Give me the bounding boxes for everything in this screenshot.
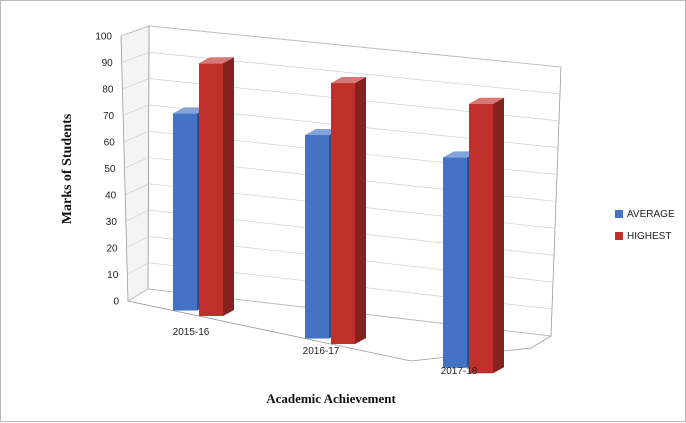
bar-side-highest-2015-16 xyxy=(223,57,234,316)
y-tick-label: 60 xyxy=(104,138,116,149)
y-tick-label: 50 xyxy=(104,164,116,175)
x-tick-label: 2017-18 xyxy=(441,366,478,377)
legend-swatch-average xyxy=(615,210,623,218)
x-axis-title: Academic Achievement xyxy=(266,391,396,406)
bar-highest-2016-17 xyxy=(331,83,355,344)
x-tick-label: 2016-17 xyxy=(303,346,340,357)
legend-item-highest: HIGHEST xyxy=(615,225,675,247)
y-axis-title: Marks of Students xyxy=(60,113,75,224)
x-tick-label: 2015-16 xyxy=(173,327,210,338)
y-tick-label: 80 xyxy=(102,85,114,96)
legend: AVERAGE HIGHEST xyxy=(615,203,675,247)
y-tick-label: 10 xyxy=(107,270,119,281)
bar-side-highest-2017-18 xyxy=(493,98,504,374)
bar-highest-2017-18 xyxy=(469,104,493,374)
y-tick-label: 70 xyxy=(103,111,115,122)
bar-average-2015-16 xyxy=(173,113,197,310)
bar-average-2017-18 xyxy=(443,157,467,367)
y-tick-label: 0 xyxy=(113,297,119,308)
y-tick-label: 100 xyxy=(95,32,112,43)
y-tick-label: 30 xyxy=(106,217,118,228)
y-tick-label: 40 xyxy=(105,191,117,202)
legend-label-average: AVERAGE xyxy=(627,209,675,220)
legend-swatch-highest xyxy=(615,232,623,240)
legend-item-average: AVERAGE xyxy=(615,203,675,225)
legend-label-highest: HIGHEST xyxy=(627,231,671,242)
y-tick-label: 90 xyxy=(102,58,114,69)
bar-side-highest-2016-17 xyxy=(355,77,366,344)
y-tick-label: 20 xyxy=(106,244,118,255)
bar-average-2016-17 xyxy=(305,135,329,339)
bar-highest-2015-16 xyxy=(199,63,223,316)
